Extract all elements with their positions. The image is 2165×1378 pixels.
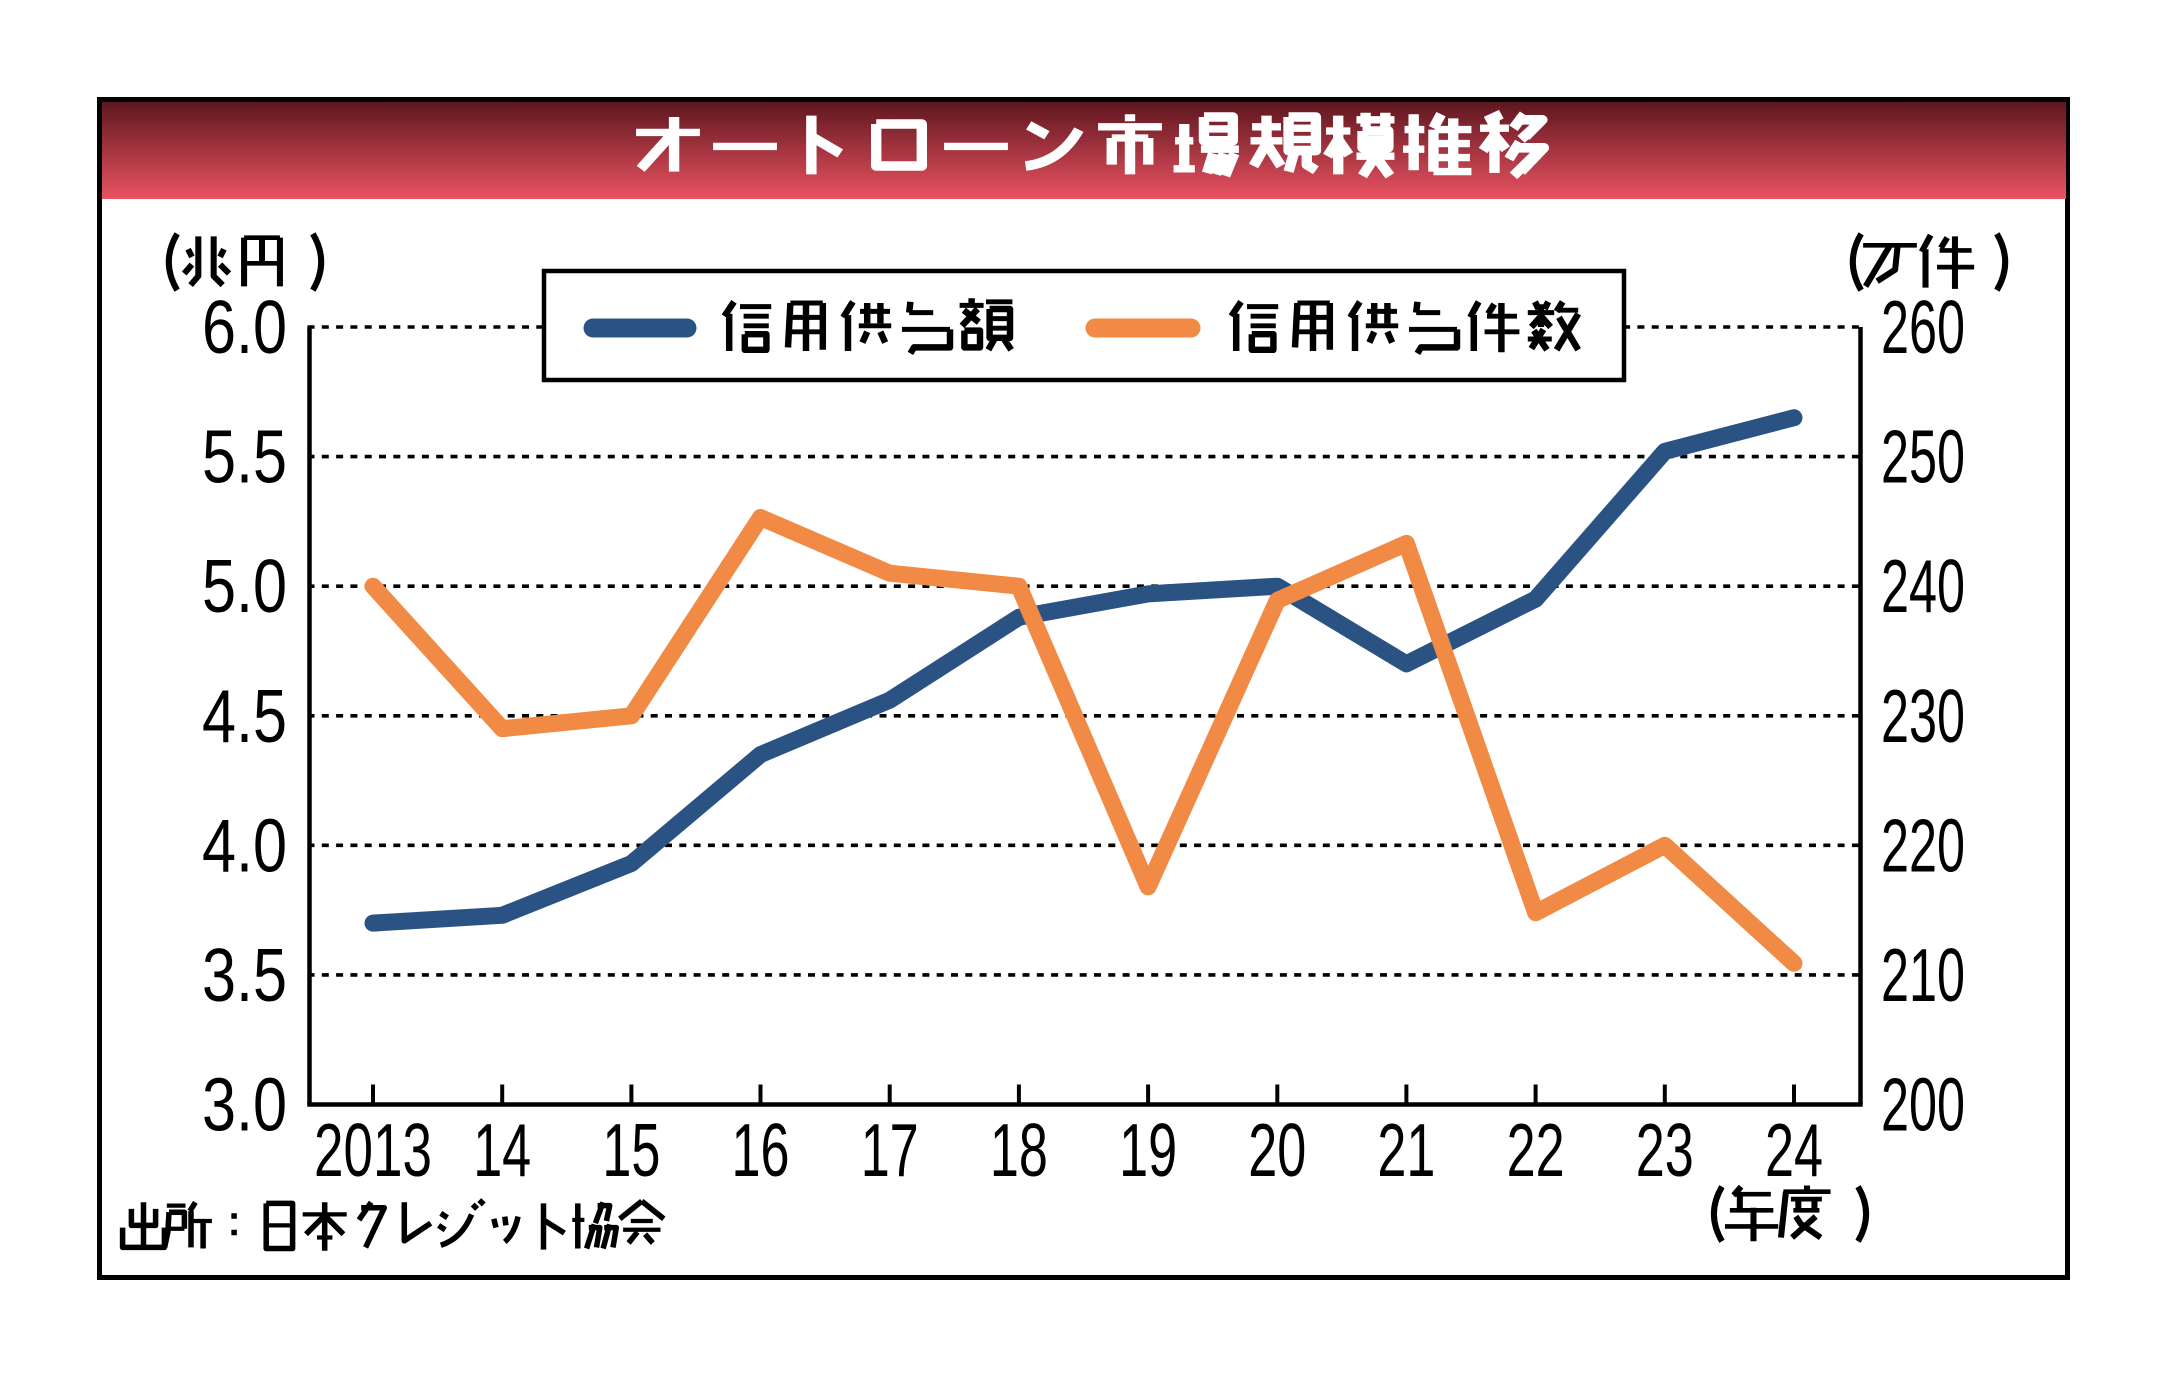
svg-text:21: 21: [1377, 1108, 1435, 1192]
svg-text:3.0: 3.0: [202, 1063, 287, 1147]
svg-text:5.5: 5.5: [202, 415, 287, 499]
svg-text:16: 16: [732, 1108, 790, 1192]
svg-text:24: 24: [1765, 1108, 1823, 1192]
svg-text:5.0: 5.0: [202, 544, 287, 628]
svg-text:260: 260: [1881, 285, 1965, 369]
svg-text:210: 210: [1881, 933, 1965, 1017]
svg-text:6.0: 6.0: [202, 285, 287, 369]
svg-text:3.5: 3.5: [202, 933, 287, 1017]
svg-text:23: 23: [1636, 1108, 1694, 1192]
svg-text:19: 19: [1119, 1108, 1177, 1192]
svg-text:14: 14: [473, 1108, 531, 1192]
svg-text:20: 20: [1248, 1108, 1306, 1192]
svg-text:240: 240: [1881, 544, 1965, 628]
svg-text:15: 15: [602, 1108, 660, 1192]
svg-text:22: 22: [1507, 1108, 1565, 1192]
svg-text:2013: 2013: [314, 1108, 432, 1192]
svg-text:4.0: 4.0: [202, 803, 287, 887]
svg-text:220: 220: [1881, 803, 1965, 887]
svg-text:200: 200: [1881, 1063, 1965, 1147]
svg-text:230: 230: [1881, 674, 1965, 758]
svg-text:4.5: 4.5: [202, 674, 287, 758]
svg-text:18: 18: [990, 1108, 1048, 1192]
svg-text:17: 17: [861, 1108, 919, 1192]
svg-text:250: 250: [1881, 415, 1965, 499]
